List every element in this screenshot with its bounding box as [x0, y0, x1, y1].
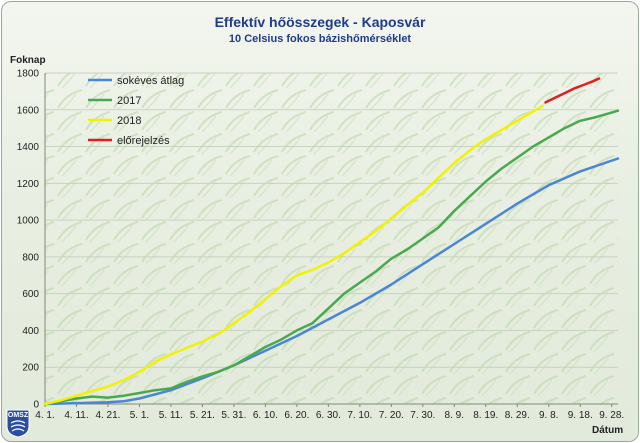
series-line	[43, 104, 544, 406]
x-tick-label: 5. 1.	[130, 410, 149, 421]
x-tick-label: 5. 21.	[190, 410, 215, 421]
x-tick-label: 7. 20.	[379, 410, 404, 421]
y-tick-label: 1200	[17, 179, 40, 190]
plot-background	[45, 73, 618, 404]
y-tick-label: 1600	[17, 105, 40, 116]
x-tick-label: 4. 11.	[64, 410, 88, 421]
legend-entry: 2017	[117, 95, 141, 107]
x-tick-label: 8. 19.	[473, 410, 498, 421]
omsz-logo: OMSZ	[6, 409, 30, 438]
legend-entry: sokéves átlag	[117, 75, 184, 87]
y-tick-label: 200	[22, 363, 39, 374]
y-tick-label: 400	[22, 326, 39, 337]
series-line	[544, 77, 601, 104]
y-tick-label: 800	[22, 252, 39, 263]
x-axis-label: Dátum	[592, 425, 624, 436]
y-axis-label: Foknap	[10, 55, 46, 66]
legend-entry: előrejelzés	[117, 135, 170, 147]
y-tick-label: 1000	[17, 216, 40, 227]
x-tick-label: 6. 20.	[284, 410, 309, 421]
x-tick-label: 6. 10.	[253, 410, 278, 421]
chart-title: Effektív hőösszegek - Kaposvár	[214, 14, 426, 30]
x-tick-label: 4. 21.	[95, 410, 120, 421]
x-tick-label: 5. 31.	[221, 410, 246, 421]
x-tick-label: 8. 9.	[445, 410, 464, 421]
y-tick-label: 1800	[17, 69, 40, 80]
series-line	[43, 109, 620, 406]
chart-subtitle: 10 Celsius fokos bázishőmérséklet	[228, 33, 412, 45]
y-tick-label: 0	[33, 400, 39, 411]
x-tick-label: 7. 10.	[347, 410, 372, 421]
series-line	[43, 157, 620, 406]
x-tick-label: 5. 11.	[159, 410, 183, 421]
logo-label: OMSZ	[8, 412, 29, 419]
x-tick-label: 8. 29.	[505, 410, 530, 421]
x-tick-label: 4. 1.	[35, 410, 54, 421]
x-tick-label: 9. 8.	[539, 410, 558, 421]
x-tick-label: 9. 28.	[599, 410, 624, 421]
y-tick-label: 600	[22, 289, 39, 300]
x-tick-label: 9. 18.	[568, 410, 593, 421]
x-tick-label: 6. 30.	[316, 410, 341, 421]
y-tick-label: 1400	[17, 142, 40, 153]
x-tick-label: 7. 30.	[410, 410, 435, 421]
legend-entry: 2018	[117, 115, 141, 127]
